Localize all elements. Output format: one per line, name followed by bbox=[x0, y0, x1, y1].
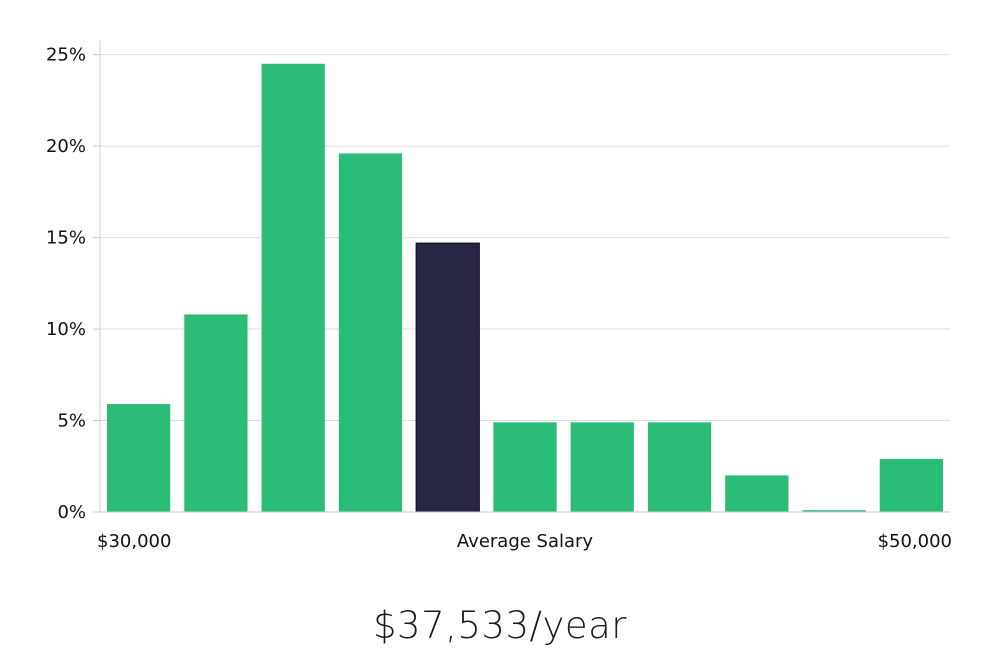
y-tick-label: 0% bbox=[57, 502, 86, 523]
bar bbox=[647, 422, 712, 512]
y-tick-label: 25% bbox=[46, 45, 86, 66]
bar bbox=[184, 314, 248, 512]
x-max-label: $50,000 bbox=[878, 531, 952, 552]
bar-highlighted bbox=[415, 242, 480, 513]
y-tick-label: 20% bbox=[46, 136, 86, 157]
chart-svg: 0% 5% 10% 15% 20% 25% $30,000 Average Salary $50… bbox=[46, 40, 952, 552]
salary-histogram: 0% 5% 10% 15% 20% 25% $30,000 Average Salary $50… bbox=[46, 40, 952, 552]
x-axis-title: Average Salary bbox=[457, 531, 594, 552]
bar bbox=[725, 475, 789, 512]
bar bbox=[338, 153, 403, 512]
bar bbox=[261, 63, 325, 512]
bar bbox=[107, 404, 171, 512]
y-tick-label: 10% bbox=[46, 319, 86, 340]
x-min-label: $30,000 bbox=[97, 531, 171, 552]
y-tick-label: 15% bbox=[46, 228, 86, 249]
bar bbox=[493, 422, 557, 512]
bar bbox=[802, 510, 866, 512]
bar bbox=[879, 458, 943, 512]
bar bbox=[570, 422, 634, 512]
average-salary-value: $37,533/year bbox=[372, 604, 627, 647]
y-tick-label: 5% bbox=[57, 411, 86, 432]
